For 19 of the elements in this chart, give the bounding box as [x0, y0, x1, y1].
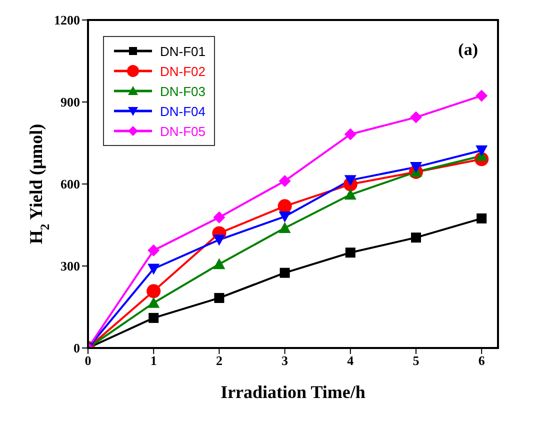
legend-label: DN-F05: [160, 124, 206, 138]
y-tick-label: 600: [60, 176, 80, 192]
x-tick-label: 3: [282, 353, 289, 368]
x-tick-label: 4: [347, 353, 354, 368]
x-tick-label: 0: [84, 353, 92, 368]
legend-label: DN-F02: [160, 64, 206, 78]
x-tick-label: 1: [150, 353, 157, 368]
legend-label: DN-F04: [160, 104, 206, 118]
y-tick-label: 0: [74, 340, 80, 356]
legend-label: DN-F03: [160, 84, 206, 98]
x-axis-title: Irradiation Time/h: [220, 382, 366, 402]
x-tick-label: 6: [478, 353, 486, 368]
y-tick-label: 300: [60, 258, 80, 274]
y-tick-label: 900: [60, 94, 80, 110]
x-tick-label: 5: [412, 353, 420, 368]
legend-label: DN-F01: [160, 44, 206, 58]
y-tick-label: 1200: [54, 12, 80, 28]
annotation: (a): [458, 40, 478, 59]
x-tick-label: 2: [216, 353, 222, 368]
